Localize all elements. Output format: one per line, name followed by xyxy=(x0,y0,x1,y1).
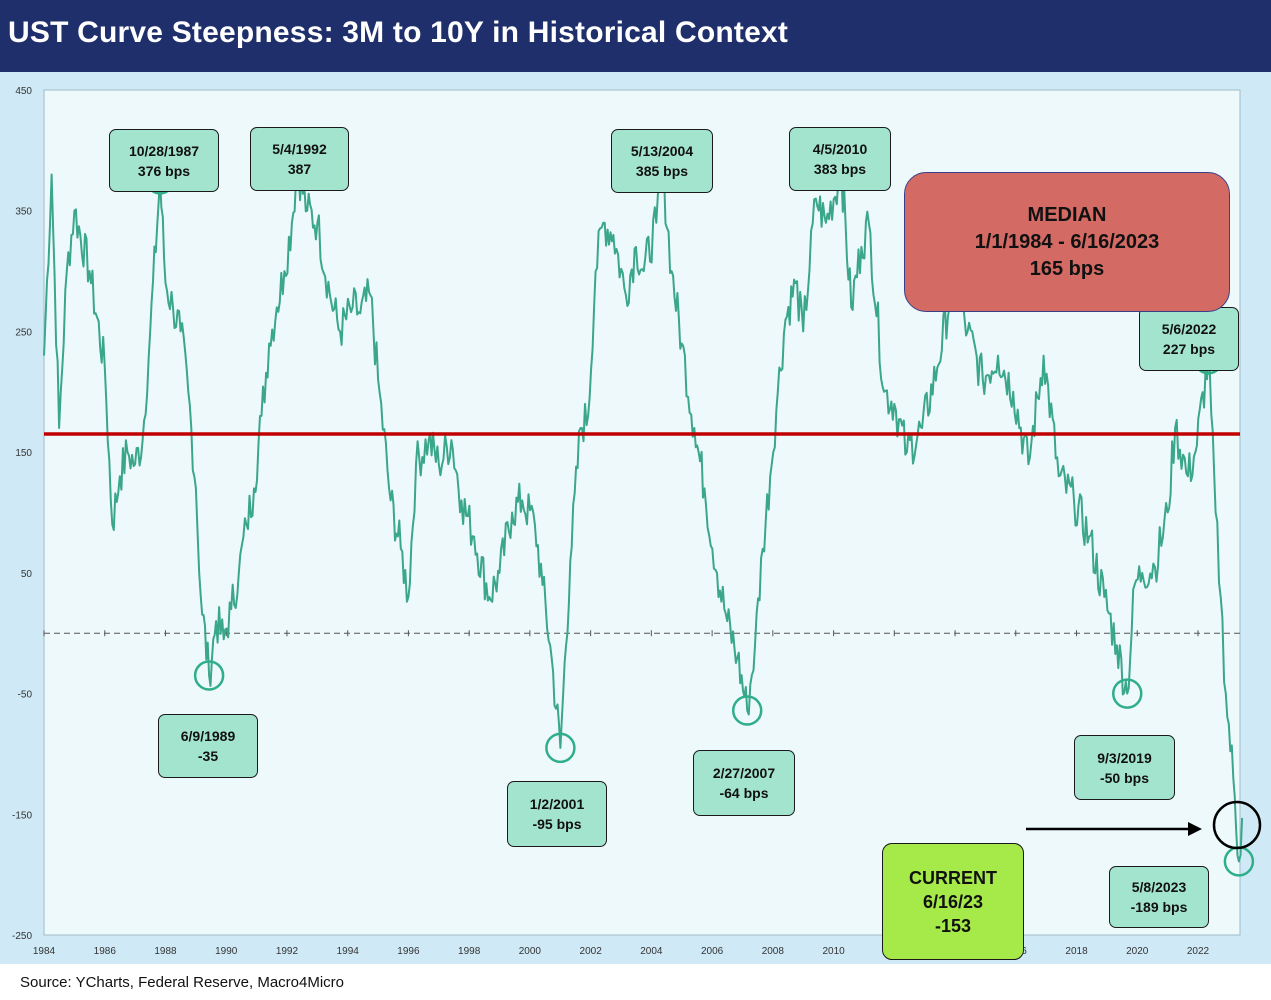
x-tick-label: 1984 xyxy=(33,946,56,957)
median-range: 1/1/1984 - 6/16/2023 xyxy=(974,230,1160,253)
extreme-marker-circle xyxy=(193,660,225,691)
annotation-date: 1/2/2001 xyxy=(529,796,585,812)
y-axis: 450 350 250 150 50 -50 -150 -250 xyxy=(12,86,32,942)
annotation-value: 387 xyxy=(287,161,312,177)
x-tick-label: 2000 xyxy=(519,946,542,957)
current-date: 6/16/23 xyxy=(922,891,984,912)
current-label: CURRENT xyxy=(909,867,997,888)
extreme-marker-circle xyxy=(731,695,763,726)
annotation-value: -189 bps xyxy=(1130,899,1188,915)
annotation-date: 2/27/2007 xyxy=(712,765,776,781)
annotation-value: 383 bps xyxy=(813,161,867,177)
annotation-trough-2007: 2/27/2007 -64 bps xyxy=(693,750,795,816)
annotation-date: 5/8/2023 xyxy=(1131,879,1187,895)
extreme-marker-circle xyxy=(1111,678,1143,709)
x-tick-label: 2008 xyxy=(762,946,785,957)
chart-frame: 450 350 250 150 50 -50 -150 -250 1984 1986 1988 19… xyxy=(0,72,1271,964)
median-value: 165 bps xyxy=(1029,257,1105,280)
x-tick-label: 1992 xyxy=(276,946,299,957)
x-tick-label: 2004 xyxy=(640,946,663,957)
annotation-value: -35 xyxy=(197,748,219,764)
footer: Source: YCharts, Federal Reserve, Macro4… xyxy=(0,964,1271,1000)
median-label: MEDIAN xyxy=(1027,203,1107,226)
y-tick-label: 450 xyxy=(15,86,32,97)
x-tick-label: 1990 xyxy=(215,946,238,957)
annotation-peak-1992: 5/4/1992 387 xyxy=(250,127,349,191)
y-tick-label: -250 xyxy=(12,931,32,942)
y-tick-label: 350 xyxy=(15,207,32,218)
current-value: -153 xyxy=(934,915,972,936)
current-marker-circle xyxy=(1212,800,1262,850)
x-tick-label: 2018 xyxy=(1065,946,1088,957)
annotation-value: 227 bps xyxy=(1162,341,1216,357)
x-axis: 1984 1986 1988 1990 1992 1994 1996 1998 2000 2002… xyxy=(33,630,1210,957)
x-tick-label: 2006 xyxy=(701,946,724,957)
annotation-peak-2022: 5/6/2022 227 bps xyxy=(1139,307,1239,371)
y-tick-label: 150 xyxy=(15,448,32,459)
annotation-date: 5/13/2004 xyxy=(630,143,694,159)
annotation-trough-2023: 5/8/2023 -189 bps xyxy=(1109,866,1209,928)
annotation-value: -64 bps xyxy=(719,785,769,801)
annotation-date: 5/6/2022 xyxy=(1161,321,1217,337)
annotation-value: -50 bps xyxy=(1099,769,1149,786)
annotation-peak-2004: 5/13/2004 385 bps xyxy=(611,129,713,193)
current-arrow-head xyxy=(1188,822,1202,836)
annotation-date: 9/3/2019 xyxy=(1097,749,1152,766)
annotation-date: 10/28/1987 xyxy=(128,142,200,159)
y-tick-label: 250 xyxy=(15,327,32,338)
current-box: CURRENT 6/16/23 -153 xyxy=(882,843,1024,960)
x-tick-label: 1994 xyxy=(337,946,360,957)
annotation-value: 376 bps xyxy=(137,162,191,179)
y-tick-label: -50 xyxy=(18,690,33,701)
annotation-value: 385 bps xyxy=(635,163,689,179)
annotation-trough-1989: 6/9/1989 -35 xyxy=(158,714,258,778)
chart-title: UST Curve Steepness: 3M to 10Y in Histor… xyxy=(8,16,789,49)
annotation-date: 4/5/2010 xyxy=(812,141,868,157)
annotation-trough-2001: 1/2/2001 -95 bps xyxy=(507,781,607,847)
series-line xyxy=(43,165,1244,863)
extreme-marker-circle xyxy=(545,732,576,764)
x-tick-label: 2022 xyxy=(1187,946,1210,957)
annotation-value: -95 bps xyxy=(532,816,582,832)
y-tick-label: 50 xyxy=(21,569,33,580)
source-note: Source: YCharts, Federal Reserve, Macro4… xyxy=(20,974,345,991)
x-tick-label: 1986 xyxy=(94,946,117,957)
x-tick-label: 1996 xyxy=(397,946,420,957)
x-tick-label: 2002 xyxy=(580,946,603,957)
median-box: MEDIAN 1/1/1984 - 6/16/2023 165 bps xyxy=(904,172,1230,312)
x-tick-label: 2020 xyxy=(1126,946,1149,957)
annotation-date: 5/4/1992 xyxy=(272,141,327,157)
x-tick-label: 1988 xyxy=(154,946,177,957)
y-tick-label: -150 xyxy=(12,810,32,821)
title-bar: UST Curve Steepness: 3M to 10Y in Histor… xyxy=(0,0,1271,72)
annotation-peak-1987: 10/28/1987 376 bps xyxy=(109,129,219,192)
annotation-peak-2010: 4/5/2010 383 bps xyxy=(789,127,891,191)
annotation-trough-2019: 9/3/2019 -50 bps xyxy=(1074,735,1175,800)
x-tick-label: 1998 xyxy=(458,946,481,957)
x-tick-label: 2010 xyxy=(822,946,845,957)
annotation-date: 6/9/1989 xyxy=(180,728,236,744)
